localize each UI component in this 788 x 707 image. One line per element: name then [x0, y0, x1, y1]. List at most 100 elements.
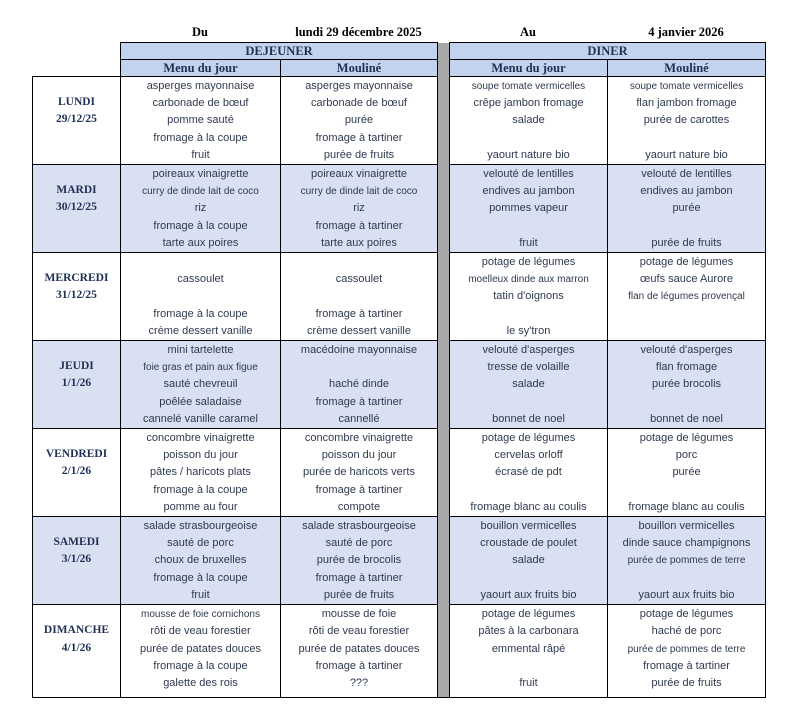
day-name: LUNDI: [57, 96, 96, 108]
menu-item-line: [608, 130, 765, 147]
period-header: Du lundi 29 décembre 2025 Au 4 janvier 2…: [32, 20, 765, 40]
menu-sheet: Du lundi 29 décembre 2025 Au 4 janvier 2…: [32, 20, 767, 699]
menu-item-line: [450, 482, 607, 499]
menu-item-line: cassoulet: [335, 273, 383, 286]
section-title-diner: DINER: [448, 42, 767, 60]
menu-item-line: curry de dinde lait de coco: [142, 186, 259, 198]
menu-item-line: purée de fruits: [651, 236, 722, 249]
diner-mouline-cell: bouillon vermicelles dinde sauce champign…: [606, 516, 767, 606]
menu-item-line: fruit: [519, 676, 538, 689]
dejeuner-mouline-cell: salade strasbourgeoise sauté de porc purée…: [280, 516, 438, 606]
menu-item-line: velouté de lentilles: [641, 168, 732, 181]
menu-item-line: fromage à la coupe: [153, 659, 248, 672]
menu-item-line: velouté d'asperges: [482, 344, 575, 357]
diner-menu-cell: velouté d'asperges tresse de volaille sala…: [449, 340, 608, 430]
day-row-mardi: MARDI 30/12/25 poireaux vinaigrette curry d…: [32, 164, 767, 254]
day-name: SAMEDI: [53, 536, 100, 549]
day-row-dimanche: DIMANCHE 4/1/26 mousse de foie cornichons r…: [32, 604, 767, 699]
diner-mouline-cell: potage de légumes œufs sauce Aurore flan d…: [606, 252, 767, 342]
menu-item-line: mini tartelette: [167, 344, 234, 357]
day-label-jeudi: JEUDI 1/1/26: [32, 340, 121, 430]
section-title-dejeuner: DEJEUNER: [120, 42, 438, 60]
menu-item-line: salade: [512, 114, 545, 127]
menu-item-line: tresse de volaille: [487, 361, 570, 374]
menu-item-line: sauté chevreuil: [163, 378, 238, 391]
day-date: 1/1/26: [61, 377, 92, 390]
dejeuner-menu-cell: poireaux vinaigrette curry de dinde lait …: [120, 164, 281, 254]
section-header-row: DEJEUNER DINER: [32, 42, 767, 699]
day-label-mercredi: MERCREDI 31/12/25: [32, 252, 121, 342]
dejeuner-mouline-cell: concombre vinaigrette poisson du jour puré…: [280, 428, 438, 518]
menu-item-line: poireaux vinaigrette: [152, 168, 249, 181]
menu-item-line: œufs sauce Aurore: [640, 273, 733, 286]
menu-item-line: galette des rois: [163, 676, 238, 689]
dejeuner-mouline-cell: cassoulet fromage à tartiner crème desser…: [280, 252, 438, 342]
day-name: VENDREDI: [45, 448, 108, 461]
menu-item-line: fromage à tartiner: [315, 395, 403, 408]
menu-item-line: potage de légumes: [639, 256, 734, 269]
menu-item-line: [121, 288, 280, 305]
menu-item-line: choux de bruxelles: [154, 554, 247, 567]
diner-menu-cell: velouté de lentilles endives au jambon pom…: [449, 164, 608, 254]
menu-item-line: purée de pommes de terre: [627, 555, 746, 567]
menu-item-line: [450, 218, 607, 235]
diner-menu-cell: bouillon vermicelles croustade de poulet s…: [449, 516, 608, 606]
menu-item-line: [450, 394, 607, 411]
period-du-label: Du: [192, 25, 208, 39]
menu-item-line: fromage à tartiner: [643, 659, 730, 672]
menu-item-line: salade strasbourgeoise: [302, 520, 416, 533]
menu-item-line: salade strasbourgeoise: [143, 520, 258, 533]
menu-item-line: pâtes à la carbonara: [478, 625, 579, 638]
menu-item-line: [608, 323, 765, 340]
menu-item-line: crème dessert vanille: [148, 324, 253, 337]
menu-item-line: carbonade de bœuf: [152, 97, 249, 110]
dejeuner-mouline-cell: asperges mayonnaise carbonade de bœuf puré…: [280, 75, 438, 166]
menu-item-line: fromage à tartiner: [315, 571, 403, 584]
period-au-label: Au: [520, 25, 536, 39]
menu-item-line: asperges mayonnaise: [146, 80, 255, 92]
menu-item-line: purée de carottes: [643, 114, 730, 127]
menu-item-line: poisson du jour: [321, 449, 397, 462]
menu-item-line: tarte aux poires: [162, 236, 239, 249]
weekly-menu-table: DEJEUNER DINER Menu du jour Mouliné Menu…: [32, 42, 767, 699]
diner-menu-cell: potage de légumes pâtes à la carbonara emm…: [449, 604, 608, 699]
menu-item-line: fromage à la coupe: [153, 131, 248, 144]
menu-item-line: purée: [672, 202, 701, 215]
menu-item-line: rôti de veau forestier: [308, 625, 410, 638]
day-row-vendredi: VENDREDI 2/1/26 concombre vinaigrette poiss…: [32, 428, 767, 518]
menu-item-line: [450, 658, 607, 675]
menu-item-line: fromage à tartiner: [315, 131, 403, 144]
menu-item-line: purée de haricots verts: [303, 466, 415, 479]
day-name: MERCREDI: [44, 272, 109, 285]
day-row-lundi: LUNDI 29/12/25 asperges mayonnaise carbonad…: [32, 75, 767, 166]
menu-item-line: curry de dinde lait de coco: [300, 186, 418, 198]
menu-item-line: potage de légumes: [639, 432, 734, 445]
menu-item-line: fromage à tartiner: [315, 307, 403, 320]
menu-item-line: fromage à tartiner: [315, 219, 403, 232]
menu-item-line: mousse de foie cornichons: [141, 609, 260, 621]
dejeuner-menu-cell: cassoulet fromage à la coupe crème desser…: [120, 252, 281, 342]
diner-menu-cell: soupe tomate vermicelles crêpe jambon fro…: [449, 75, 608, 166]
menu-item-line: flan fromage: [655, 361, 718, 374]
dejeuner-menu-cell: mini tartelette foie gras et pain aux fig…: [120, 340, 281, 430]
menu-item-line: flan jambon fromage: [636, 97, 737, 110]
menu-item-line: [121, 254, 280, 271]
col-head-diner-mouline: Mouliné: [606, 59, 767, 77]
menu-item-line: salade: [512, 378, 545, 391]
menu-item-line: salade: [512, 554, 545, 567]
menu-item-line: fromage à la coupe: [153, 307, 248, 320]
menu-item-line: [608, 394, 765, 411]
menu-item-line: velouté d'asperges: [640, 344, 733, 357]
day-name: DIMANCHE: [43, 624, 110, 637]
period-start-date: lundi 29 décembre 2025: [295, 25, 422, 39]
menu-item-line: asperges mayonnaise: [305, 80, 413, 92]
day-date: 4/1/26: [61, 641, 92, 654]
menu-item-line: fromage blanc au coulis: [628, 500, 745, 513]
day-row-jeudi: JEUDI 1/1/26 mini tartelette foie gras et p…: [32, 340, 767, 430]
menu-item-line: purée de pommes de terre: [627, 643, 746, 655]
menu-item-line: [281, 254, 437, 271]
day-name: MARDI: [56, 184, 97, 197]
menu-item-line: purée: [344, 114, 374, 127]
day-date: 3/1/26: [61, 553, 92, 566]
menu-item-line: soupe tomate vermicelles: [629, 81, 744, 92]
